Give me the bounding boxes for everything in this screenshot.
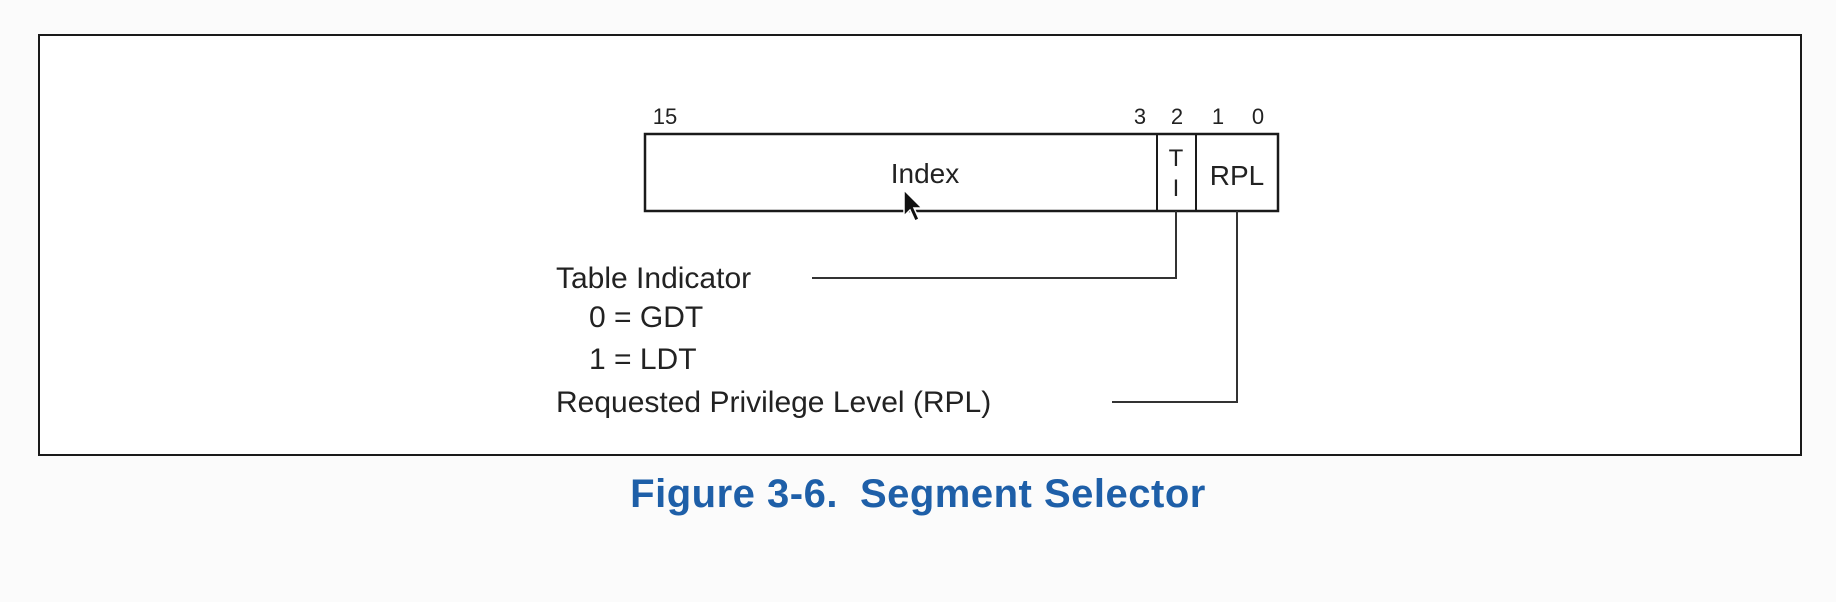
selector-register-box [643,132,1280,213]
rpl-description-label: Requested Privilege Level (RPL) [556,386,991,419]
table-indicator-leader [812,211,1177,279]
figure-number: Figure 3-6. [630,472,838,516]
ldt-value-label: 1 = LDT [589,343,697,376]
index-field-label: Index [891,158,960,189]
bit-label-2: 2 [1171,104,1183,129]
ti-field-label-i: I [1173,175,1180,202]
bit-label-3: 3 [1134,104,1146,129]
gdt-value-label: 0 = GDT [589,301,703,334]
rpl-field-label: RPL [1210,160,1264,191]
bit-label-15: 15 [653,104,677,129]
mouse-pointer-icon [903,188,924,223]
rpl-leader [1112,211,1238,403]
ti-field-label-t: T [1169,145,1184,172]
bit-label-1: 1 [1212,104,1224,129]
bit-label-0: 0 [1252,104,1264,129]
figure-caption: Figure 3-6. Segment Selector [0,472,1836,517]
figure-title: Segment Selector [859,472,1206,516]
figure-frame [38,34,1802,456]
table-indicator-label: Table Indicator [556,262,751,295]
